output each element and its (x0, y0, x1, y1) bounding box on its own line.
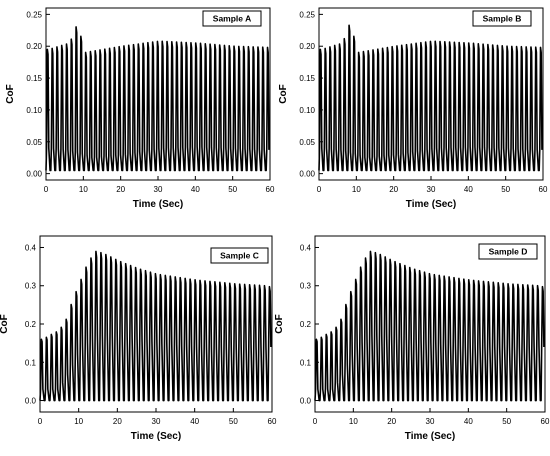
x-tick-label: 30 (426, 417, 435, 426)
y-tick-label: 0.0 (300, 397, 312, 406)
sample-label: Sample D (489, 247, 528, 257)
x-tick-label: 0 (317, 185, 322, 194)
x-axis-title: Time (Sec) (406, 199, 456, 210)
x-tick-label: 60 (539, 185, 548, 194)
y-tick-label: 0.10 (26, 106, 42, 115)
y-tick-label: 0.4 (300, 243, 312, 252)
x-tick-label: 40 (191, 185, 200, 194)
sample-label-box (202, 10, 262, 27)
cof-series-line (314, 250, 545, 402)
x-tick-label: 10 (79, 185, 88, 194)
x-tick-label: 40 (190, 417, 199, 426)
panel-sample-b: 0 10 20 30 40 50 60 0.00 0.05 0.10 0.15 0.20 0.25 Tim… (278, 7, 548, 210)
x-tick-label: 20 (113, 417, 122, 426)
y-axis-title: CoF (278, 84, 289, 103)
x-tick-label: 40 (464, 417, 473, 426)
sample-label: Sample B (483, 14, 522, 24)
x-tick-label: 60 (266, 185, 275, 194)
panel-sample-d: 0 10 20 30 40 50 60 0.0 0.1 0.2 0.3 0.4 Time (Sec) Co… (274, 235, 550, 442)
sample-label-box (472, 10, 532, 27)
x-axis-title: Time (Sec) (131, 431, 181, 442)
x-tick-label: 60 (541, 417, 550, 426)
x-tick-label: 30 (154, 185, 163, 194)
cof-series-line (39, 250, 272, 402)
x-tick-label: 30 (427, 185, 436, 194)
x-tick-label: 40 (464, 185, 473, 194)
x-tick-label: 10 (74, 417, 83, 426)
x-tick-label: 20 (389, 185, 398, 194)
y-axis-title: CoF (0, 314, 10, 333)
y-tick-label: 0.10 (299, 106, 315, 115)
x-tick-label: 20 (387, 417, 396, 426)
y-tick-label: 0.2 (300, 320, 312, 329)
x-tick-label: 30 (152, 417, 161, 426)
y-tick-label: 0.15 (26, 74, 42, 83)
x-axis-title: Time (Sec) (133, 199, 183, 210)
y-tick-label: 0.00 (299, 170, 315, 179)
y-tick-label: 0.0 (25, 397, 37, 406)
y-tick-label: 0.25 (26, 10, 42, 19)
y-tick-label: 0.2 (25, 320, 37, 329)
y-tick-label: 0.05 (299, 138, 315, 147)
y-tick-label: 0.25 (299, 10, 315, 19)
y-tick-label: 0.1 (300, 358, 312, 367)
x-tick-label: 50 (501, 185, 510, 194)
x-tick-label: 0 (44, 185, 49, 194)
y-tick-label: 0.3 (25, 282, 37, 291)
y-tick-label: 0.4 (25, 243, 37, 252)
x-tick-label: 50 (229, 417, 238, 426)
sample-label: Sample A (213, 14, 251, 24)
y-tick-label: 0.15 (299, 74, 315, 83)
y-tick-label: 0.1 (25, 358, 37, 367)
x-tick-label: 60 (268, 417, 277, 426)
cof-series-line (45, 26, 270, 172)
sample-label: Sample C (220, 251, 259, 261)
sample-label-box (478, 243, 538, 260)
x-axis-title: Time (Sec) (405, 431, 455, 442)
x-tick-label: 20 (116, 185, 125, 194)
y-axis-title: CoF (5, 84, 16, 103)
y-axis-title: CoF (274, 314, 285, 333)
y-tick-label: 0.20 (26, 42, 42, 51)
panel-sample-c: 0 10 20 30 40 50 60 0.0 0.1 0.2 0.3 0.4 Time (Sec) Co… (0, 235, 277, 442)
y-tick-label: 0.20 (299, 42, 315, 51)
cof-series-line (318, 24, 543, 172)
x-tick-label: 0 (38, 417, 43, 426)
y-tick-label: 0.00 (26, 170, 42, 179)
sample-label-box (210, 247, 269, 264)
x-tick-label: 50 (228, 185, 237, 194)
panel-sample-a: 0 10 20 30 40 50 60 0.00 0.05 0.10 0.15 0.20 0.25 Tim… (5, 7, 275, 210)
y-tick-label: 0.3 (300, 282, 312, 291)
x-tick-label: 0 (313, 417, 318, 426)
x-tick-label: 10 (352, 185, 361, 194)
y-tick-label: 0.05 (26, 138, 42, 147)
x-tick-label: 50 (502, 417, 511, 426)
x-tick-label: 10 (349, 417, 358, 426)
